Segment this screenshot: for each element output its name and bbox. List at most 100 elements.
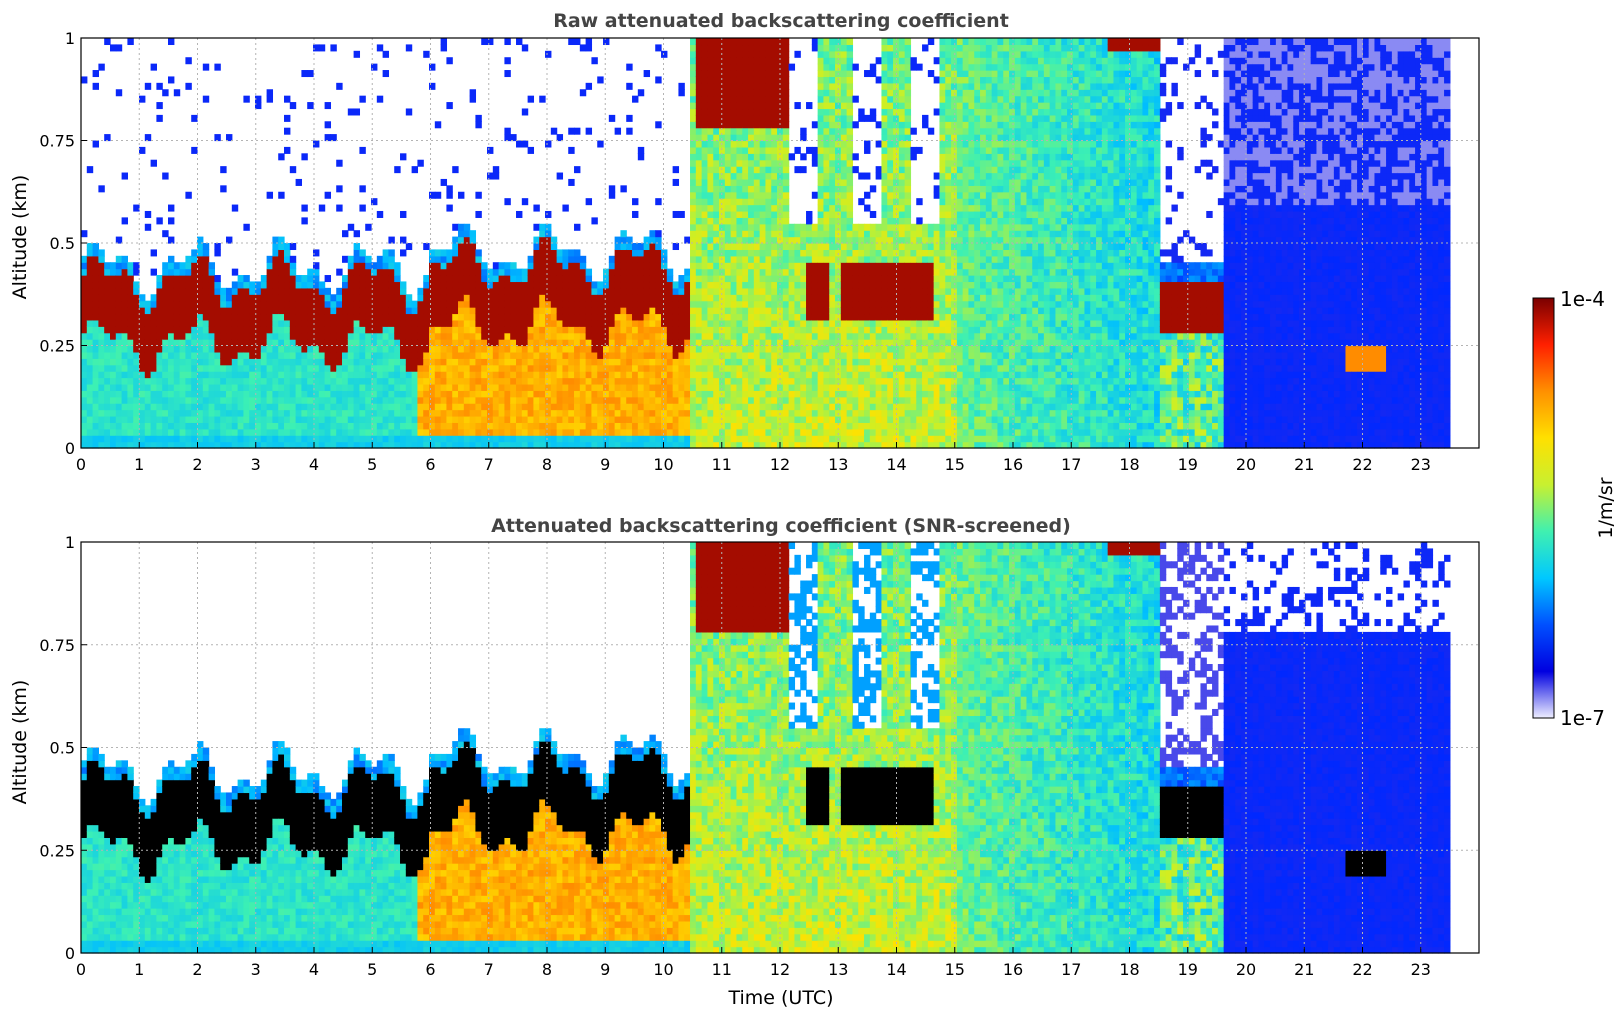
heatmap-cell bbox=[86, 435, 94, 443]
heatmap-cell bbox=[817, 121, 825, 129]
heatmap-cell bbox=[208, 358, 216, 366]
heatmap-cell bbox=[690, 249, 697, 257]
heatmap-cell bbox=[133, 364, 140, 372]
heatmap-cell bbox=[742, 268, 749, 276]
heatmap-cell bbox=[463, 351, 471, 359]
heatmap-cell bbox=[527, 275, 535, 283]
heatmap-cell bbox=[504, 294, 511, 302]
heatmap-cell bbox=[713, 319, 720, 327]
heatmap-cell bbox=[469, 95, 477, 103]
heatmap-cell bbox=[231, 415, 239, 423]
heatmap-cell bbox=[707, 82, 714, 90]
heatmap-cell bbox=[417, 300, 424, 308]
heatmap-cell bbox=[846, 249, 854, 257]
heatmap-cell bbox=[255, 339, 262, 347]
heatmap-cell bbox=[208, 307, 216, 315]
heatmap-cell bbox=[695, 178, 703, 186]
heatmap-cell bbox=[144, 332, 152, 340]
heatmap-cell bbox=[162, 300, 169, 308]
heatmap-cell bbox=[359, 441, 366, 449]
heatmap-cell bbox=[539, 268, 546, 276]
heatmap-cell bbox=[394, 345, 401, 353]
heatmap-cell bbox=[765, 275, 772, 283]
heatmap-cell bbox=[811, 422, 819, 430]
heatmap-cell bbox=[759, 441, 767, 449]
heatmap-cell bbox=[765, 185, 772, 193]
heatmap-cell bbox=[388, 326, 395, 334]
heatmap-cell bbox=[550, 422, 558, 430]
heatmap-cell bbox=[243, 441, 250, 449]
heatmap-cell bbox=[463, 249, 471, 257]
heatmap-cell bbox=[115, 371, 123, 379]
heatmap-cell bbox=[202, 319, 210, 327]
heatmap-cell bbox=[782, 390, 790, 398]
heatmap-cell bbox=[458, 377, 465, 385]
heatmap-cell bbox=[237, 422, 245, 430]
heatmap-cell bbox=[266, 262, 274, 270]
heatmap-cell bbox=[794, 300, 801, 308]
heatmap-cell bbox=[440, 332, 448, 340]
heatmap-cell bbox=[429, 82, 436, 90]
heatmap-cell bbox=[376, 358, 384, 366]
heatmap-cell bbox=[608, 345, 616, 353]
heatmap-cell bbox=[260, 275, 268, 283]
heatmap-cell bbox=[86, 255, 94, 263]
heatmap-cell bbox=[730, 262, 738, 270]
heatmap-cell bbox=[823, 223, 830, 231]
heatmap-cell bbox=[307, 409, 314, 417]
heatmap-cell bbox=[771, 185, 778, 193]
heatmap-cell bbox=[278, 345, 285, 353]
heatmap-cell bbox=[574, 422, 581, 430]
heatmap-cell bbox=[724, 415, 732, 423]
heatmap-cell bbox=[423, 300, 430, 308]
heatmap-cell bbox=[817, 300, 825, 308]
heatmap-cell bbox=[771, 441, 778, 449]
heatmap-cell bbox=[782, 198, 790, 206]
heatmap-cell bbox=[701, 371, 709, 379]
heatmap-cell bbox=[359, 185, 366, 193]
heatmap-cell bbox=[434, 345, 442, 353]
heatmap-cell bbox=[429, 390, 436, 398]
heatmap-cell bbox=[579, 377, 587, 385]
heatmap-cell bbox=[289, 339, 297, 347]
heatmap-cell bbox=[179, 422, 187, 430]
heatmap-cell bbox=[185, 441, 192, 449]
heatmap-cell bbox=[266, 383, 274, 391]
heatmap-cell bbox=[266, 287, 274, 295]
heatmap-cell bbox=[585, 44, 593, 52]
heatmap-cell bbox=[133, 287, 140, 295]
heatmap-cell bbox=[533, 236, 540, 244]
heatmap-cell bbox=[446, 255, 453, 263]
heatmap-cell bbox=[272, 319, 279, 327]
heatmap-cell bbox=[574, 403, 581, 411]
heatmap-cell bbox=[806, 435, 813, 443]
heatmap-cell bbox=[429, 339, 436, 347]
heatmap-cell bbox=[643, 428, 651, 436]
heatmap-cell bbox=[765, 204, 772, 212]
heatmap-cell bbox=[782, 300, 790, 308]
heatmap-cell bbox=[707, 287, 714, 295]
heatmap-cell bbox=[753, 371, 761, 379]
heatmap-cell bbox=[446, 383, 453, 391]
heatmap-cell bbox=[371, 313, 378, 321]
heatmap-cell bbox=[324, 377, 332, 385]
heatmap-cell bbox=[788, 63, 796, 71]
heatmap-cell bbox=[562, 377, 569, 385]
heatmap-cell bbox=[220, 371, 227, 379]
heatmap-cell bbox=[423, 275, 430, 283]
heatmap-cell bbox=[371, 319, 378, 327]
heatmap-cell bbox=[318, 396, 326, 404]
heatmap-cell bbox=[359, 313, 366, 321]
heatmap-cell bbox=[504, 287, 511, 295]
heatmap-cell bbox=[394, 351, 401, 359]
heatmap-cell bbox=[823, 255, 830, 263]
heatmap-cell bbox=[272, 403, 279, 411]
heatmap-cell bbox=[661, 428, 668, 436]
heatmap-cell bbox=[388, 255, 395, 263]
heatmap-cell bbox=[539, 300, 546, 308]
heatmap-cell bbox=[156, 281, 163, 289]
heatmap-cell bbox=[574, 415, 581, 423]
heatmap-cell bbox=[411, 403, 419, 411]
heatmap-cell bbox=[545, 371, 552, 379]
heatmap-cell bbox=[214, 377, 221, 385]
